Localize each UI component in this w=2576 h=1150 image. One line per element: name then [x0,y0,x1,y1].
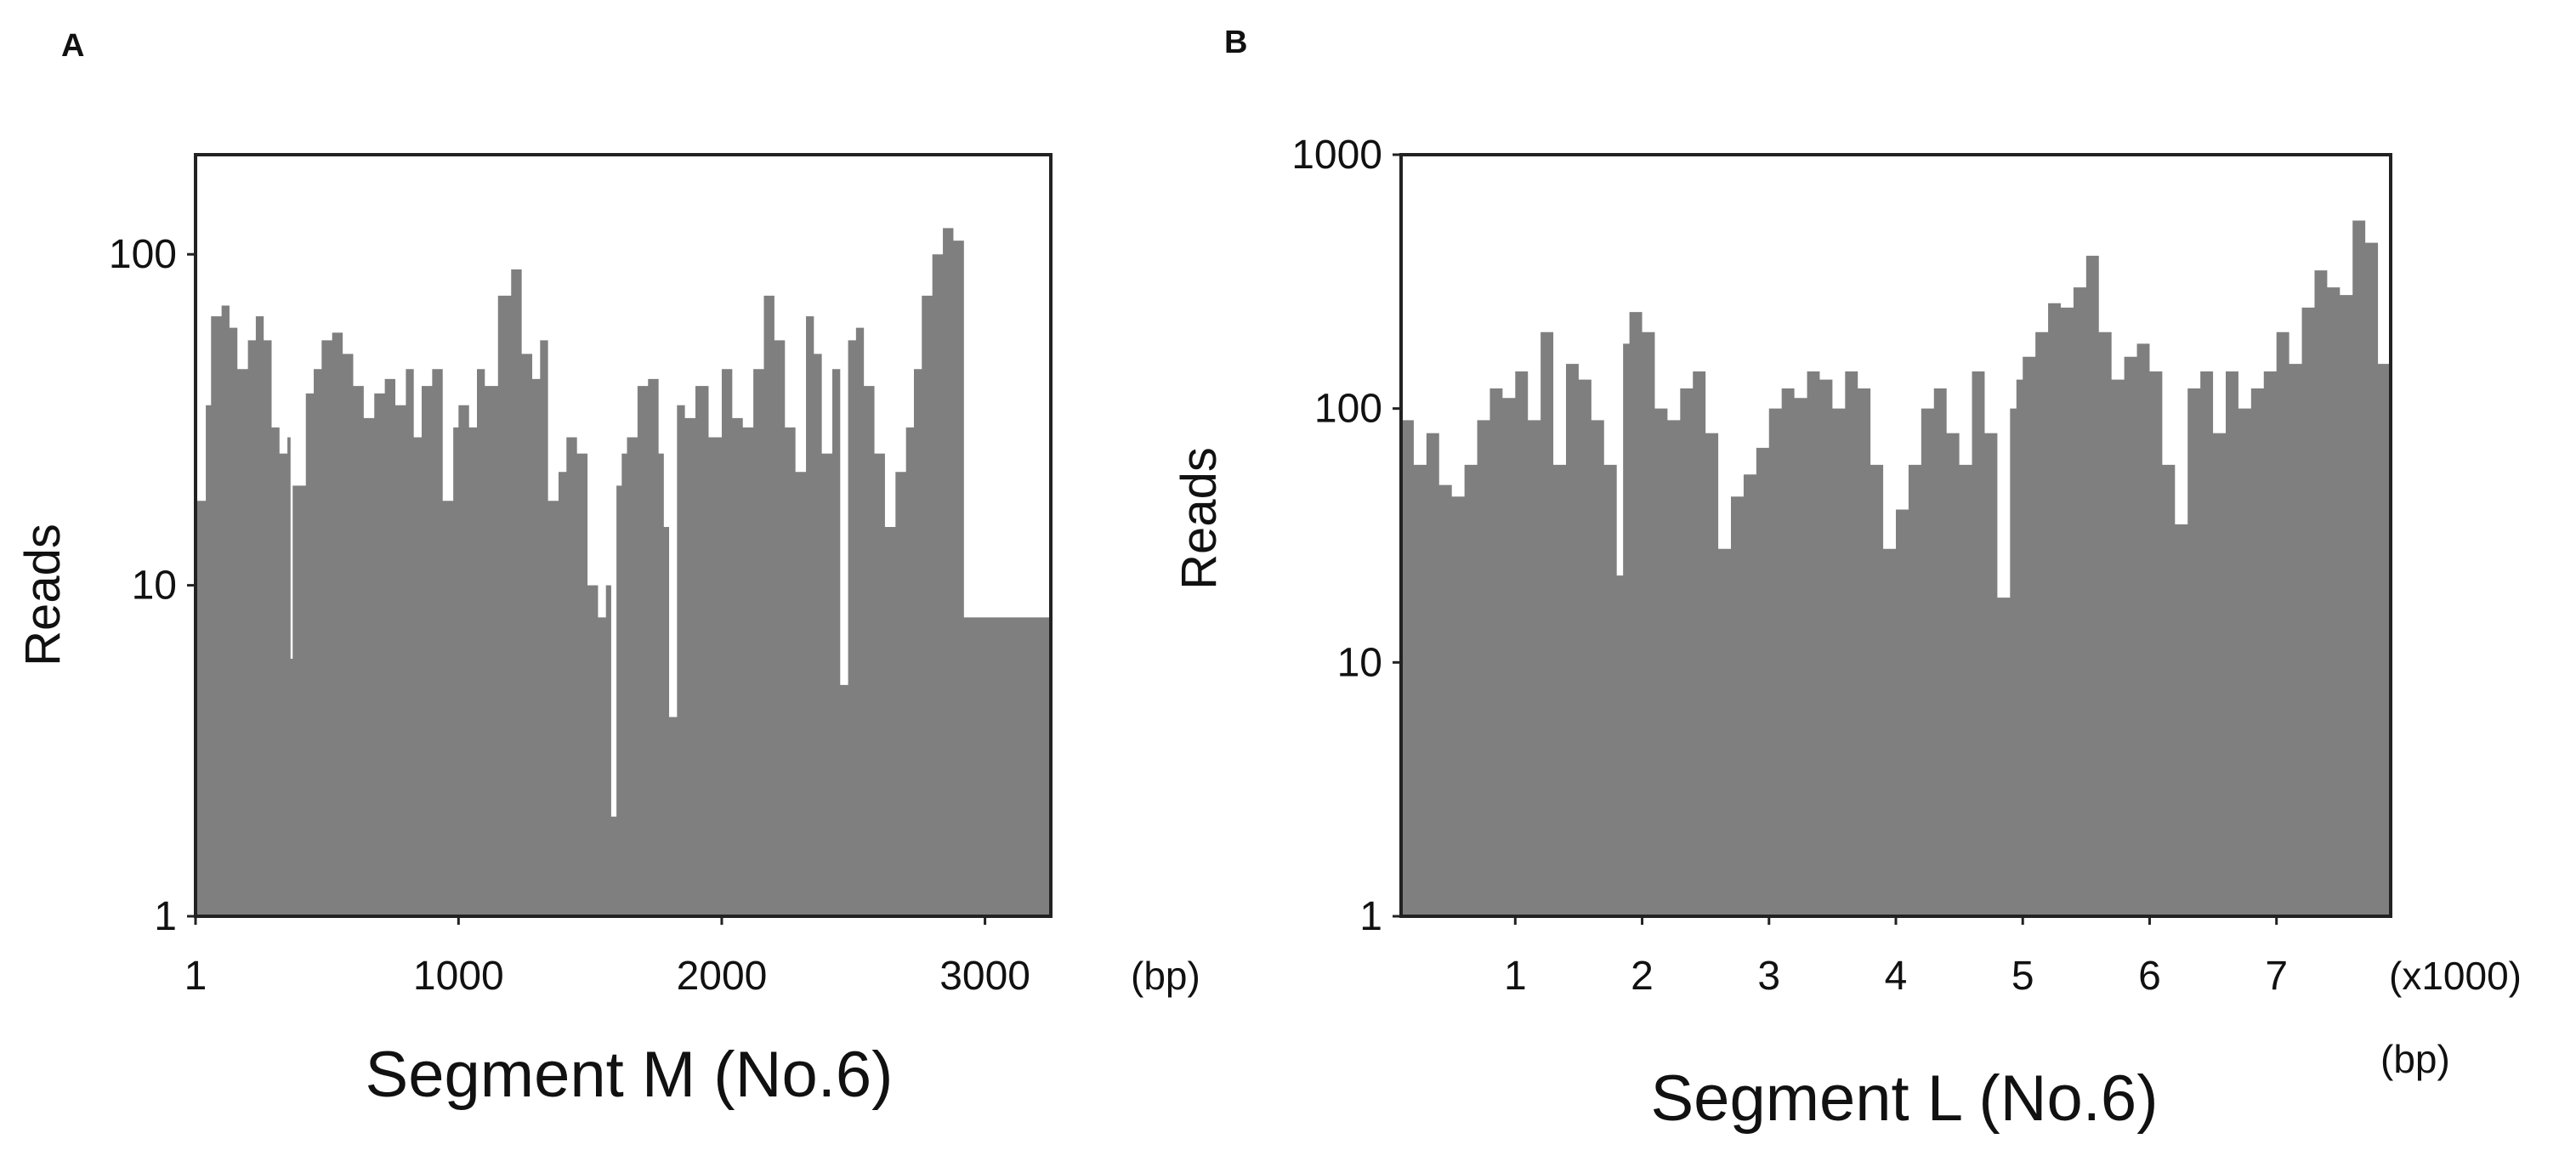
y-tick-label-b: 10 [1337,640,1382,685]
coverage-area-series-a [196,228,1051,916]
y-tick-label-b: 1000 [1291,133,1382,178]
x-tick-label-a: 2000 [677,954,768,999]
plot-frame-a [194,153,1053,918]
x-tick-label-b: 5 [2011,954,2034,999]
x-tick-label-a: 1 [184,954,207,999]
x-axis-a: 1 1000 2000 3000 [184,916,1030,999]
x-tick-label-b: 4 [1885,954,1908,999]
y-tick-label-b: 100 [1314,387,1382,432]
y-tick-label-a: 100 [109,232,177,277]
x-unit-b-scale: (x1000) [2389,954,2522,998]
y-tick-label-b: 1 [1359,894,1382,939]
panel-letter-a: A [61,28,84,64]
x-tick-label-b: 6 [2138,954,2161,999]
x-axis-title-a: Segment M (No.6) [366,1039,894,1111]
coverage-area-series-b [1401,220,2391,916]
x-tick-label-b: 7 [2265,954,2288,999]
x-tick-label-b: 3 [1757,954,1780,999]
panel-a: A 1 10 100 1 1000 2000 3000 (bp) Reads Segmen… [15,28,1200,1111]
x-tick-label-b: 1 [1504,954,1527,999]
x-tick-label-a: 3000 [939,954,1030,999]
y-axis-a: 1 10 100 [109,232,196,939]
x-tick-label-a: 1000 [413,954,504,999]
panel-letter-b: B [1224,25,1247,60]
x-axis-title-b: Segment L (No.6) [1650,1062,2158,1135]
y-axis-title-a: Reads [15,524,71,666]
x-unit-a: (bp) [1131,954,1200,998]
y-axis-b: 1 10 100 1000 [1291,133,1401,939]
x-tick-label-b: 2 [1631,954,1654,999]
y-tick-label-a: 1 [154,894,177,939]
y-axis-title-b: Reads [1172,447,1227,590]
y-tick-label-a: 10 [132,564,177,609]
x-unit-b-bp: (bp) [2380,1037,2450,1081]
x-axis-b: 1 2 3 4 5 6 7 [1504,916,2288,999]
